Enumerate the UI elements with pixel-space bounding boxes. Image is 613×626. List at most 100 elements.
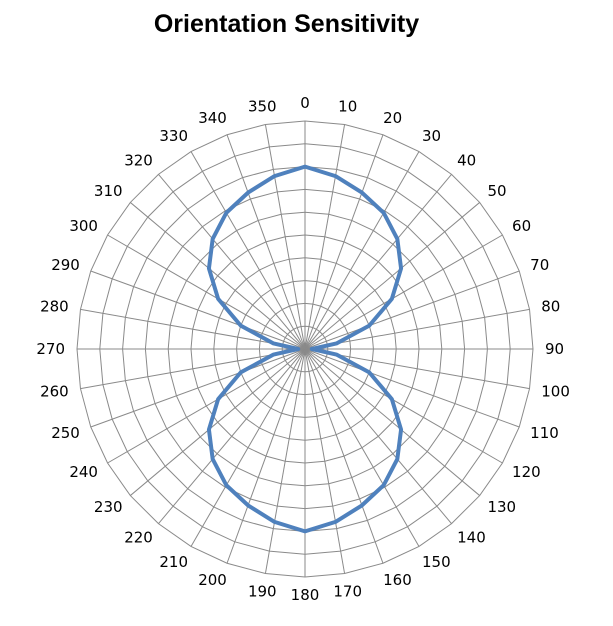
data-point (208, 267, 210, 270)
data-point (304, 530, 306, 533)
data-point (239, 324, 242, 327)
angle-tick-label: 250 (51, 424, 80, 442)
angle-tick-label: 30 (422, 127, 441, 145)
angle-tick-label: 260 (40, 383, 69, 401)
grid-spoke (264, 348, 306, 574)
angle-tick-label: 270 (36, 340, 65, 358)
angle-tick-label: 200 (198, 571, 227, 589)
angle-tick-label: 340 (198, 109, 227, 127)
grid-spoke (304, 348, 346, 574)
data-point (361, 191, 363, 194)
grid-spoke (304, 174, 452, 350)
angle-tick-label: 140 (457, 528, 486, 546)
grid-spoke (304, 348, 520, 428)
grid-spoke (304, 348, 503, 464)
grid-spoke (130, 202, 306, 350)
grid-spoke (304, 124, 346, 350)
grid-spoke (304, 202, 480, 350)
angle-tick-label: 130 (487, 498, 516, 516)
grid-spoke (304, 134, 384, 350)
grid-spoke (158, 348, 306, 524)
data-point (208, 428, 210, 431)
angle-tick-label: 240 (69, 463, 98, 481)
angle-tick-label: 350 (248, 98, 277, 116)
angle-tick-label: 90 (545, 340, 564, 358)
data-point (225, 484, 228, 487)
angle-tick-label: 290 (51, 256, 80, 274)
grid-spoke (90, 348, 306, 428)
grid-spoke (304, 270, 520, 350)
angle-tick-label: 180 (291, 586, 320, 604)
grid-spoke (304, 234, 503, 350)
data-point (247, 504, 249, 507)
grid-spoke (304, 348, 384, 564)
data-point (217, 398, 219, 400)
grid-spoke (264, 124, 306, 350)
grid-spoke (90, 270, 306, 350)
angle-tick-label: 40 (457, 152, 476, 170)
data-point (400, 267, 402, 270)
data-point (217, 298, 219, 300)
angle-tick-label: 230 (94, 498, 123, 516)
data-point (273, 175, 276, 177)
data-point (396, 458, 399, 460)
grid-spoke (304, 348, 480, 496)
angle-tick-label: 70 (530, 256, 549, 274)
angle-tick-label: 20 (383, 109, 402, 127)
data-point (396, 238, 399, 240)
data-point (311, 348, 313, 350)
grid-spoke (226, 134, 306, 350)
grid-spoke (304, 348, 452, 524)
grid-spoke (130, 348, 306, 496)
data-point (239, 371, 242, 374)
angle-tick-label: 150 (422, 553, 451, 571)
angle-tick-label: 210 (159, 553, 188, 571)
grid-spoke (190, 348, 306, 547)
angle-tick-label: 60 (512, 217, 531, 235)
data-point (272, 342, 275, 345)
data-point (211, 458, 214, 460)
angle-tick-label: 220 (124, 528, 153, 546)
data-point (368, 371, 371, 374)
angle-tick-label: 300 (69, 217, 98, 235)
angle-tick-label: 320 (124, 152, 153, 170)
data-point (400, 428, 402, 431)
data-point (211, 238, 214, 240)
data-point (334, 521, 337, 523)
grid-spoke (226, 348, 306, 564)
angle-tick-label: 0 (300, 94, 310, 112)
data-point (382, 211, 385, 214)
data-point (361, 504, 363, 507)
data-point (335, 353, 338, 356)
grid-spoke (107, 348, 306, 464)
angle-tick-label: 110 (530, 424, 559, 442)
grid-spoke (107, 234, 306, 350)
chart-title: Orientation Sensitivity (153, 10, 420, 38)
data-point (272, 353, 275, 356)
angle-tick-label: 80 (541, 297, 560, 315)
data-point (247, 191, 249, 194)
data-point (368, 324, 371, 327)
angular-grid (77, 121, 533, 577)
data-point (304, 165, 306, 168)
grid-spoke (158, 174, 306, 350)
angle-tick-label: 120 (512, 463, 541, 481)
angle-tick-label: 280 (40, 297, 69, 315)
angle-tick-label: 10 (338, 98, 357, 116)
data-point (225, 211, 228, 214)
data-point (391, 398, 393, 400)
angle-tick-label: 100 (541, 383, 570, 401)
grid-spoke (304, 151, 420, 350)
grid-spoke (304, 348, 420, 547)
data-point (391, 298, 393, 300)
angle-tick-label: 330 (159, 127, 188, 145)
data-point (297, 348, 299, 350)
angle-tick-label: 190 (248, 582, 277, 600)
angle-tick-label: 170 (333, 582, 362, 600)
angle-tick-label: 160 (383, 571, 412, 589)
data-point (273, 521, 276, 523)
data-point (334, 175, 337, 177)
angle-tick-label: 310 (94, 182, 123, 200)
